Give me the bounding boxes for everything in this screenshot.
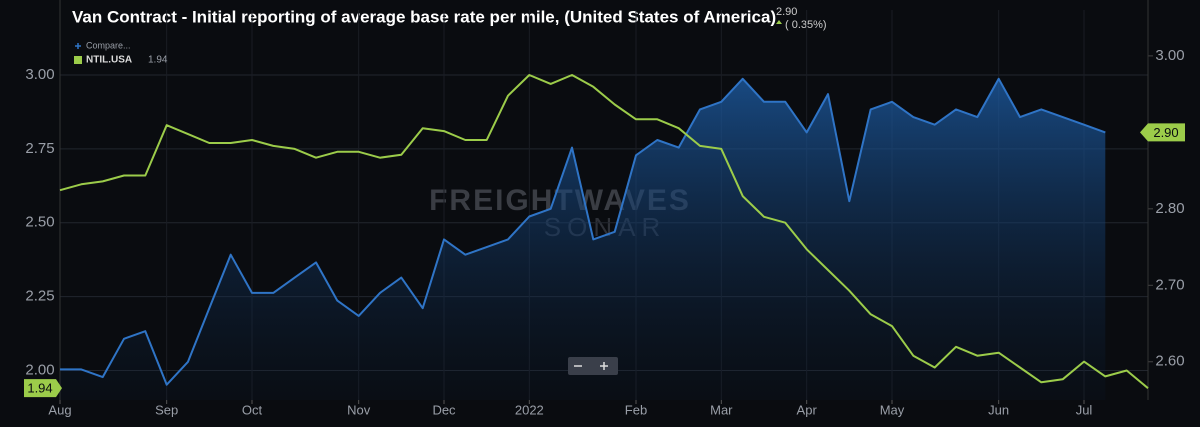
value-tag [24,379,62,398]
value-tag-label: 1.94 [27,381,52,396]
y2-tick-label: 3.00 [1155,47,1184,64]
header-change: ( 0.35%) [785,19,827,31]
x-tick-label: Mar [710,402,733,417]
header-value: 2.90 [776,6,797,18]
zoom-in[interactable] [600,362,608,370]
area [60,78,1106,401]
change-arrow [776,20,782,24]
y2-tick-label: 2.80 [1155,200,1184,217]
x-tick-label: Aug [48,402,71,417]
value-tag-label: 2.90 [1153,125,1178,140]
zoom-bg [568,357,618,375]
y-tick-label: 3.00 [25,66,54,83]
y-tick-label: 2.75 [25,140,54,157]
legend-label: Compare... [86,40,131,50]
y2-tick-label: 2.60 [1155,353,1184,370]
legend-label: NTIL.USA [86,55,132,66]
value-tag [1140,123,1185,142]
y-tick-label: 2.00 [25,361,54,378]
y-tick-label: 2.25 [25,288,54,305]
x-tick-label: 2022 [515,402,544,417]
x-tick-label: May [880,402,905,417]
x-tick-label: Jul [1076,402,1093,417]
legend-value: 1.94 [148,55,168,66]
line [59,74,1149,389]
x-tick-label: Nov [347,402,371,417]
legend-marker [75,43,81,49]
x-tick-label: Apr [797,402,818,417]
x-tick-label: Sep [155,402,178,417]
chart-title: Van Contract - Initial reporting of aver… [72,7,776,26]
x-tick-label: Jun [988,402,1009,417]
y2-tick-label: 2.70 [1155,276,1184,293]
y-tick-label: 2.50 [25,214,54,231]
x-tick-label: Oct [242,402,263,417]
x-tick-label: Dec [432,402,456,417]
x-tick-label: Feb [625,402,647,417]
line [60,77,1106,386]
zoom-controls[interactable] [568,357,618,375]
legend-marker [74,56,82,64]
